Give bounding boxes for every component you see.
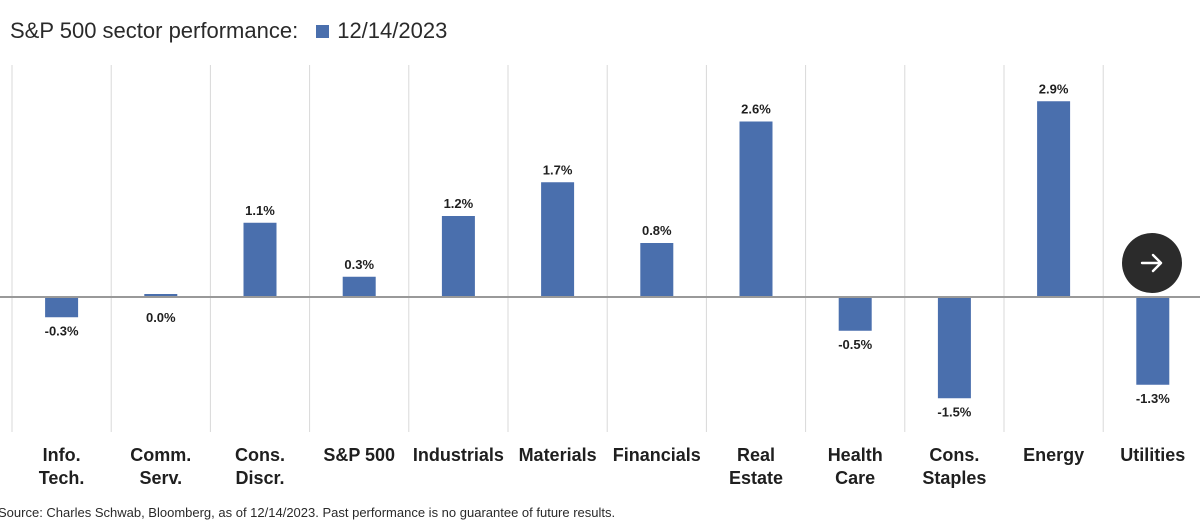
- category-label: Utilities: [1120, 445, 1185, 465]
- bar: [45, 297, 79, 318]
- data-label: -1.3%: [1136, 391, 1170, 406]
- category-label: Industrials: [413, 445, 504, 465]
- data-label: -0.3%: [45, 323, 79, 338]
- data-label: 1.2%: [444, 196, 474, 211]
- category-label: Real: [737, 445, 775, 465]
- category-label: Discr.: [235, 468, 284, 488]
- category-label: Cons.: [235, 445, 285, 465]
- data-label: -1.5%: [937, 404, 971, 419]
- bar: [838, 297, 872, 331]
- next-button[interactable]: [1122, 233, 1182, 293]
- category-label: Estate: [729, 468, 783, 488]
- category-label: Info.: [43, 445, 81, 465]
- category-label: Cons.: [929, 445, 979, 465]
- bar: [243, 222, 277, 297]
- category-label: Comm.: [130, 445, 191, 465]
- category-label: Care: [835, 468, 875, 488]
- bar: [441, 216, 475, 297]
- bar: [541, 182, 575, 297]
- bar: [739, 121, 773, 297]
- data-label: 0.3%: [344, 257, 374, 272]
- data-label: 0.8%: [642, 223, 672, 238]
- data-label: 1.1%: [245, 203, 275, 218]
- data-label: 0.0%: [146, 310, 176, 325]
- chart-title: S&P 500 sector performance:: [10, 18, 299, 43]
- category-label: Staples: [922, 468, 986, 488]
- data-label: 1.7%: [543, 162, 573, 177]
- data-label: 2.9%: [1039, 81, 1069, 96]
- bar: [937, 297, 971, 399]
- chart-header: S&P 500 sector performance: 12/14/2023: [10, 18, 447, 44]
- data-label: -0.5%: [838, 337, 872, 352]
- category-label: S&P 500: [323, 445, 395, 465]
- arrow-right-icon: [1140, 253, 1163, 273]
- data-label: 2.6%: [741, 102, 771, 117]
- category-label: Tech.: [39, 468, 85, 488]
- bar: [1037, 101, 1071, 297]
- bar: [144, 294, 178, 297]
- legend-label: 12/14/2023: [337, 18, 448, 43]
- legend-swatch: [316, 24, 330, 38]
- bar: [640, 243, 674, 297]
- category-label: Health: [828, 445, 883, 465]
- category-label: Serv.: [139, 468, 182, 488]
- legend: 12/14/2023: [316, 18, 447, 44]
- category-label: Financials: [613, 445, 701, 465]
- source-note: Source: Charles Schwab, Bloomberg, as of…: [0, 505, 616, 520]
- bar: [342, 276, 376, 297]
- category-label: Energy: [1023, 445, 1084, 465]
- bar-chart: -0.3% Info. Tech. 0.0% Comm. Serv. 1.1% Cons. Di…: [0, 65, 1200, 488]
- bar: [1136, 297, 1170, 385]
- category-label: Materials: [519, 445, 597, 465]
